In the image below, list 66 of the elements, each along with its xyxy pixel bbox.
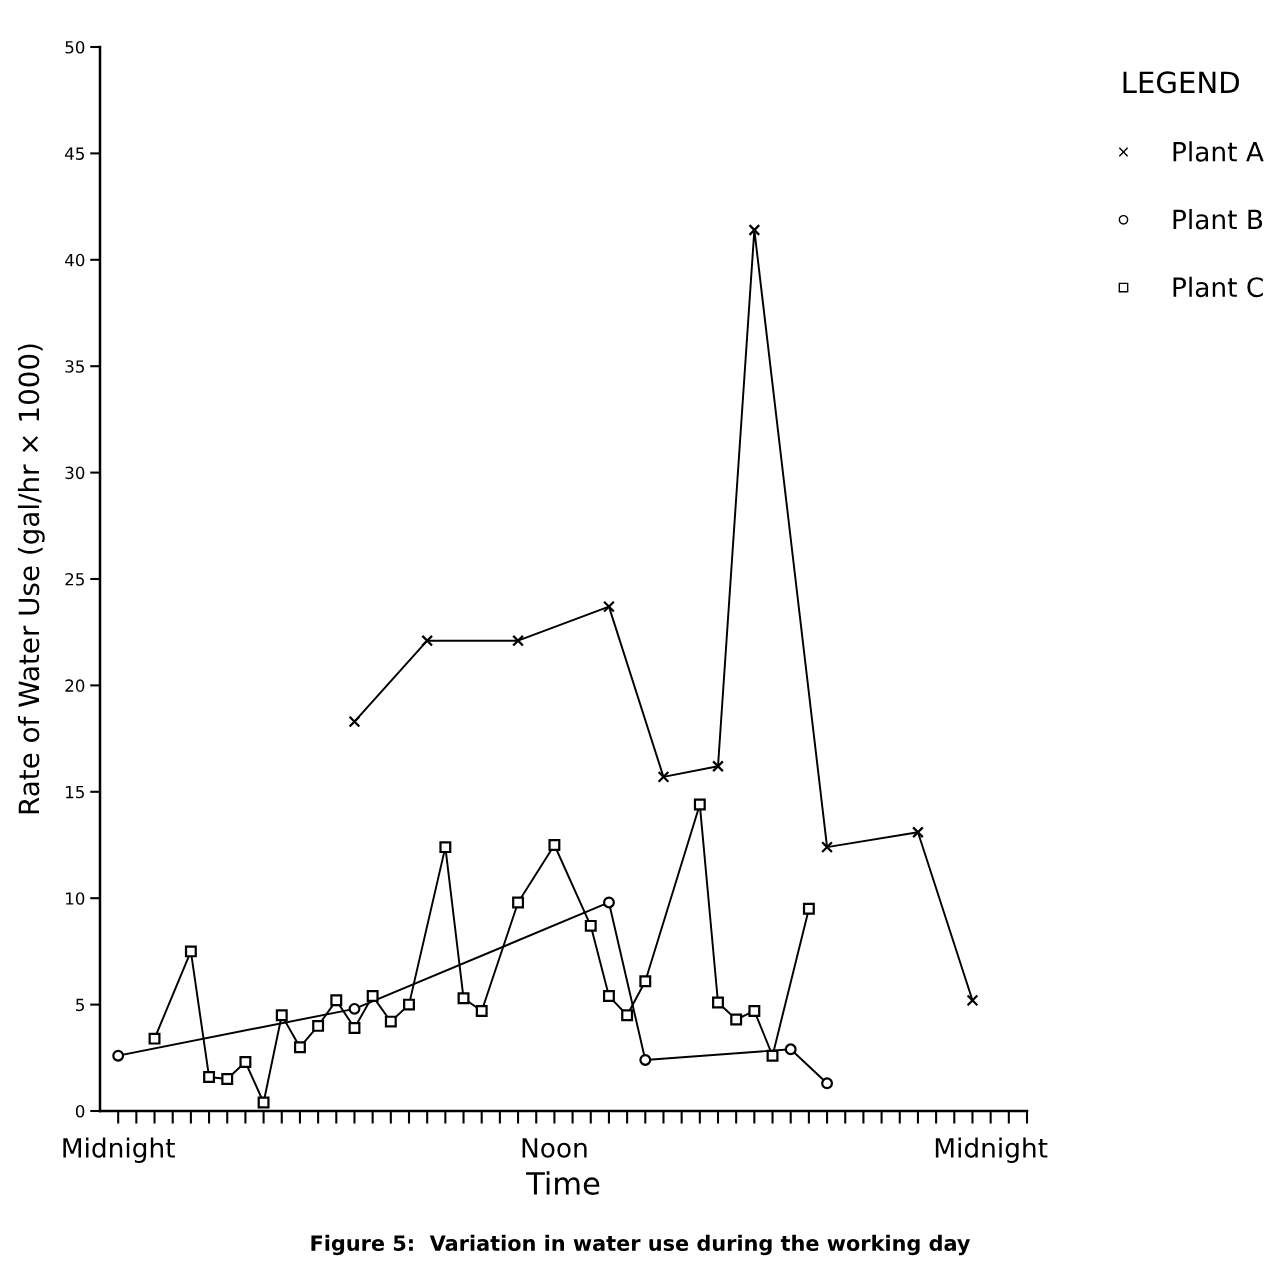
y-tick-label: 30 bbox=[65, 466, 85, 480]
point bbox=[257, 1096, 270, 1109]
y-axis-title: Rate of Water Use (gal/hr × 1000) bbox=[17, 344, 45, 814]
point bbox=[748, 1005, 761, 1017]
point bbox=[330, 994, 343, 1007]
point bbox=[602, 600, 615, 613]
x-tick-label: Midnight bbox=[935, 1137, 1048, 1163]
point bbox=[712, 996, 724, 1009]
point bbox=[766, 1049, 779, 1062]
point bbox=[602, 896, 615, 909]
point bbox=[693, 798, 706, 811]
point bbox=[348, 1002, 361, 1015]
point bbox=[275, 1009, 288, 1022]
point bbox=[457, 992, 470, 1005]
point bbox=[512, 896, 525, 909]
x-tick-label: Midnight bbox=[63, 1137, 175, 1163]
point bbox=[112, 1049, 125, 1062]
point bbox=[293, 1041, 306, 1054]
y-tick-label: 45 bbox=[65, 147, 84, 160]
point bbox=[639, 1053, 652, 1066]
point bbox=[730, 1013, 743, 1026]
point bbox=[384, 1015, 397, 1028]
x-axis-title: Time bbox=[526, 1171, 600, 1195]
legend-title: LEGEND bbox=[1123, 71, 1239, 94]
y-tick-label: 25 bbox=[65, 572, 84, 586]
point bbox=[584, 919, 597, 932]
point bbox=[621, 1009, 634, 1022]
point bbox=[348, 715, 361, 728]
point bbox=[439, 841, 452, 854]
point bbox=[911, 826, 924, 839]
legend-label: Plant C bbox=[1173, 276, 1263, 298]
point bbox=[184, 945, 197, 958]
y-tick-label: 5 bbox=[76, 998, 84, 1012]
legend-label: Plant B bbox=[1173, 208, 1263, 230]
point bbox=[748, 224, 761, 236]
y-tick-label: 50 bbox=[65, 40, 85, 54]
legend-label: Plant A bbox=[1173, 141, 1264, 162]
point bbox=[712, 760, 724, 773]
y-tick-label: 40 bbox=[65, 253, 85, 267]
point bbox=[421, 634, 434, 647]
point bbox=[821, 841, 834, 854]
y-tick-label: 20 bbox=[65, 679, 85, 692]
point bbox=[221, 1073, 234, 1086]
y-tick-label: 10 bbox=[66, 892, 85, 905]
point bbox=[403, 998, 415, 1011]
y-tick-label: 0 bbox=[75, 1104, 85, 1118]
caption: Figure 5: Variation in water use during the working day bbox=[311, 1234, 971, 1256]
y-tick-label: 35 bbox=[65, 360, 84, 373]
point bbox=[475, 1005, 488, 1017]
point bbox=[966, 994, 979, 1007]
x-tick-label: Noon bbox=[522, 1138, 587, 1158]
point bbox=[821, 1077, 834, 1090]
point bbox=[602, 990, 615, 1003]
point bbox=[312, 1019, 325, 1032]
point bbox=[239, 1056, 252, 1069]
point bbox=[203, 1070, 216, 1083]
point bbox=[639, 975, 652, 988]
point bbox=[784, 1043, 797, 1056]
point bbox=[148, 1032, 161, 1045]
point bbox=[348, 1022, 361, 1034]
y-tick-label: 15 bbox=[66, 785, 84, 799]
point bbox=[512, 634, 525, 647]
point bbox=[366, 990, 379, 1003]
point bbox=[802, 902, 815, 915]
point bbox=[657, 770, 670, 783]
point bbox=[548, 839, 561, 851]
